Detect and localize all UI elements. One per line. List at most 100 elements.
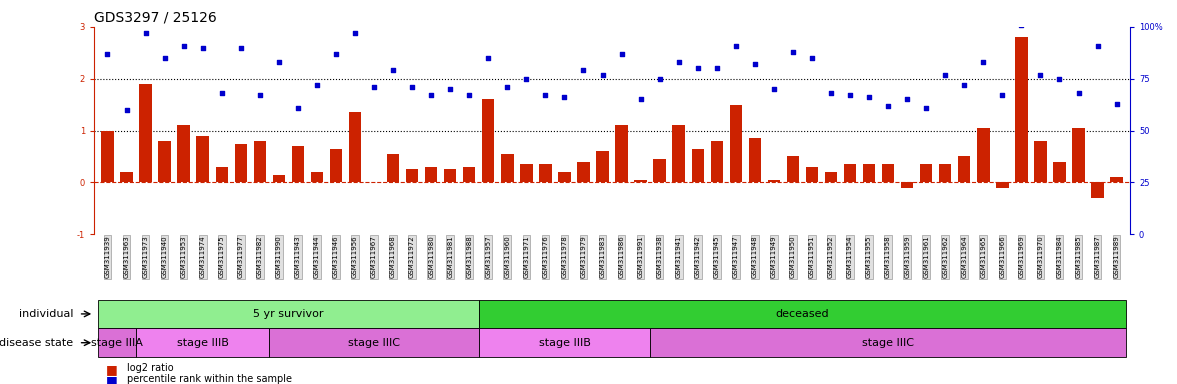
Point [517, 76, 536, 82]
Bar [348, 113, 361, 182]
Point [898, 96, 917, 103]
Bar [501, 154, 513, 182]
Point [1069, 90, 1088, 96]
Point [556, 94, 574, 101]
FancyBboxPatch shape [650, 328, 1126, 357]
Text: stage IIIC: stage IIIC [348, 338, 400, 348]
Point [117, 107, 135, 113]
Bar [215, 167, 228, 182]
Text: stage IIIC: stage IIIC [862, 338, 915, 348]
Point [726, 43, 745, 49]
Point [650, 76, 669, 82]
Bar [844, 164, 856, 182]
Bar [311, 172, 324, 182]
Point [803, 55, 822, 61]
Bar [786, 157, 799, 182]
Bar [711, 141, 723, 182]
Bar [197, 136, 208, 182]
Point [536, 92, 554, 98]
Text: ■: ■ [106, 363, 118, 376]
Point [936, 71, 955, 78]
Point [307, 82, 326, 88]
Bar [120, 172, 133, 182]
Bar [672, 125, 685, 182]
Bar [634, 180, 647, 182]
Point [612, 51, 631, 57]
Point [707, 65, 726, 71]
Text: disease state: disease state [0, 338, 73, 348]
Bar [692, 149, 704, 182]
Point [973, 59, 992, 65]
Point [917, 105, 936, 111]
Point [440, 86, 459, 92]
Bar [958, 157, 971, 182]
Point [98, 51, 117, 57]
Point [859, 94, 878, 101]
Point [460, 92, 479, 98]
Bar [730, 104, 742, 182]
Bar [1091, 182, 1104, 198]
Point [689, 65, 707, 71]
Bar [977, 128, 990, 182]
Point [479, 55, 498, 61]
Bar [234, 144, 247, 182]
Bar [1053, 162, 1065, 182]
Bar [292, 146, 304, 182]
Bar [767, 180, 780, 182]
Point [384, 67, 403, 73]
Point [879, 103, 898, 109]
Bar [558, 172, 571, 182]
Bar [597, 151, 609, 182]
Text: percentile rank within the sample: percentile rank within the sample [127, 374, 292, 384]
Point [1031, 71, 1050, 78]
Point [326, 51, 345, 57]
Bar [900, 182, 913, 188]
Point [631, 96, 650, 103]
Text: stage IIIB: stage IIIB [539, 338, 591, 348]
Point [670, 59, 689, 65]
Point [137, 30, 155, 36]
Point [784, 49, 803, 55]
Bar [139, 84, 152, 182]
Point [1050, 76, 1069, 82]
Point [174, 43, 193, 49]
Point [955, 82, 973, 88]
FancyBboxPatch shape [137, 328, 270, 357]
Bar [1072, 128, 1085, 182]
Point [1012, 22, 1031, 28]
Text: individual: individual [19, 309, 73, 319]
Point [764, 86, 783, 92]
Bar [159, 141, 171, 182]
Bar [273, 175, 285, 182]
Point [288, 105, 307, 111]
Point [593, 71, 612, 78]
Point [1088, 43, 1106, 49]
Point [193, 45, 212, 51]
Bar [387, 154, 399, 182]
Point [403, 84, 421, 90]
Bar [483, 99, 494, 182]
Point [232, 45, 251, 51]
Point [745, 61, 764, 67]
Point [1108, 101, 1126, 107]
Point [346, 30, 365, 36]
Bar [463, 167, 476, 182]
Bar [178, 125, 189, 182]
Point [993, 92, 1012, 98]
Bar [616, 125, 627, 182]
Point [421, 92, 440, 98]
Point [574, 67, 593, 73]
Bar [1035, 141, 1046, 182]
Point [822, 90, 840, 96]
Point [498, 84, 517, 90]
Bar [653, 159, 666, 182]
Point [251, 92, 270, 98]
Text: stage IIIA: stage IIIA [91, 338, 142, 348]
Bar [882, 164, 895, 182]
Text: log2 ratio: log2 ratio [127, 363, 174, 373]
Text: GDS3297 / 25126: GDS3297 / 25126 [94, 10, 217, 24]
Bar [539, 164, 552, 182]
Bar [520, 164, 532, 182]
Text: 5 yr survivor: 5 yr survivor [253, 309, 324, 319]
Bar [101, 131, 114, 182]
